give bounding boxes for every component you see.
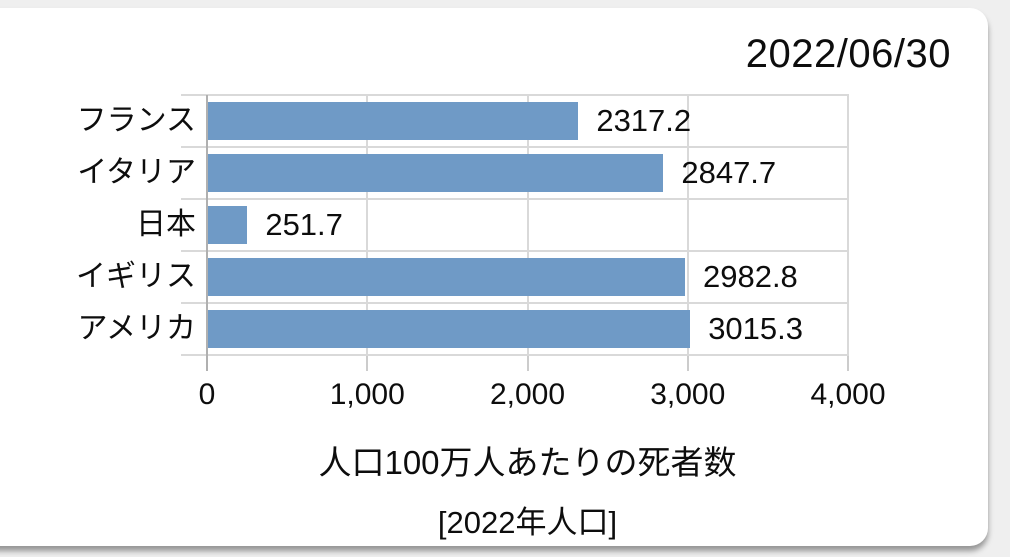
bar-value-label: 2982.8 — [702, 259, 798, 294]
bar-value-label: 2317.2 — [596, 103, 692, 138]
x-gridline — [847, 95, 849, 355]
x-tick-label: 4,000 — [810, 378, 886, 411]
category-label: アメリカ — [77, 312, 197, 345]
bar — [207, 206, 248, 244]
date-label: 2022/06/30 — [745, 32, 951, 76]
category-label: イタリア — [77, 156, 196, 189]
x-gridline — [526, 95, 529, 355]
category-label: イギリス — [76, 260, 196, 293]
bar — [207, 154, 664, 192]
bar-value-label: 251.7 — [265, 207, 343, 242]
row-separator-gridline — [181, 94, 849, 96]
x-tick-label: 2,000 — [489, 378, 566, 411]
bar — [207, 102, 579, 140]
row-separator-gridline — [181, 198, 849, 200]
category-label: フランス — [76, 104, 196, 137]
x-axis-tick — [526, 355, 529, 371]
x-tick-label: 0 — [198, 378, 216, 411]
x-axis-tick — [686, 355, 689, 371]
bar-chart-plot-area: 0 1,000 2,000 3,000 4,000 フランス 2317.2 イタリア 2847.… — [0, 94, 1010, 415]
bar-value-label: 3015.3 — [708, 311, 804, 346]
row-separator-gridline — [181, 250, 849, 252]
x-gridline — [686, 95, 689, 355]
bar — [207, 310, 691, 348]
bar — [207, 258, 685, 296]
x-gridline — [366, 95, 369, 355]
x-axis-title: 人口100万人あたりの死者数 — [318, 444, 737, 481]
x-axis-tick — [847, 355, 849, 371]
x-axis-tick — [366, 355, 369, 371]
category-label: 日本 — [136, 208, 196, 241]
x-axis-subtitle: [2022年人口] — [437, 505, 618, 540]
row-separator-gridline — [181, 146, 849, 148]
x-tick-label: 3,000 — [650, 378, 726, 411]
row-separator-gridline — [181, 302, 849, 304]
x-tick-label: 1,000 — [329, 378, 405, 411]
y-axis-line — [206, 95, 208, 371]
bar-value-label: 2847.7 — [681, 155, 777, 190]
row-separator-gridline — [181, 354, 849, 356]
